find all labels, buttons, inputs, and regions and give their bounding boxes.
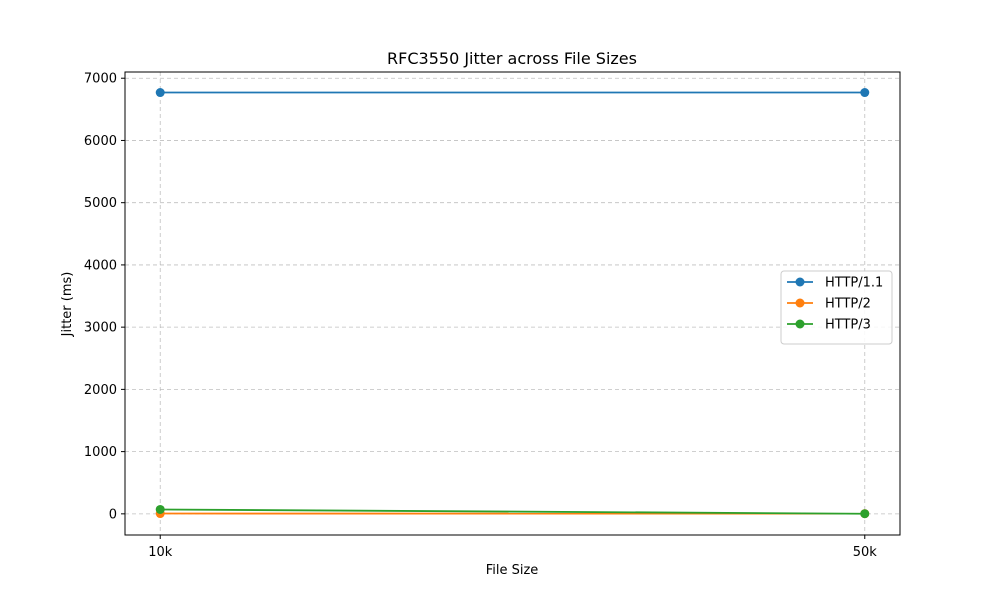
y-tick-label: 2000 bbox=[84, 383, 117, 398]
y-tick-label: 5000 bbox=[84, 196, 117, 211]
y-axis-label: Jitter (ms) bbox=[60, 272, 75, 338]
legend: HTTP/1.1 HTTP/2 HTTP/3 bbox=[780, 270, 893, 345]
legend-marker bbox=[795, 277, 805, 287]
y-tick-label: 6000 bbox=[84, 134, 117, 149]
legend-item: HTTP/2 bbox=[787, 297, 871, 312]
legend-label: HTTP/3 bbox=[825, 318, 871, 333]
series-layer bbox=[155, 88, 870, 519]
data-point bbox=[860, 509, 870, 519]
series-line bbox=[160, 508, 865, 515]
legend-label: HTTP/2 bbox=[825, 297, 871, 312]
data-point bbox=[860, 88, 870, 98]
legend-item: HTTP/3 bbox=[787, 318, 871, 333]
x-tick-label: 50k bbox=[853, 545, 878, 560]
x-tick-label: 10k bbox=[148, 545, 173, 560]
y-tick-label: 3000 bbox=[84, 321, 117, 336]
chart-title: RFC3550 Jitter across File Sizes bbox=[387, 49, 637, 68]
series-http-1-1 bbox=[155, 88, 870, 98]
y-tick-label: 1000 bbox=[84, 445, 117, 460]
legend-marker bbox=[795, 298, 805, 308]
legend-box bbox=[780, 270, 893, 345]
legend-label: HTTP/1.1 bbox=[825, 276, 883, 291]
y-tick-label: 4000 bbox=[84, 258, 117, 273]
data-point bbox=[155, 504, 165, 514]
plot-area-frame bbox=[124, 71, 901, 536]
y-axis-ticks: 0 1000 2000 3000 4000 5000 6000 7000 bbox=[84, 72, 125, 522]
x-axis-ticks: 10k 50k bbox=[148, 535, 877, 560]
data-point bbox=[155, 88, 165, 98]
legend-marker bbox=[795, 319, 805, 329]
legend-item: HTTP/1.1 bbox=[787, 276, 883, 291]
y-tick-label: 7000 bbox=[84, 72, 117, 87]
y-tick-label: 0 bbox=[109, 507, 117, 522]
x-axis-label: File Size bbox=[486, 563, 539, 578]
series-http-3 bbox=[155, 504, 870, 519]
